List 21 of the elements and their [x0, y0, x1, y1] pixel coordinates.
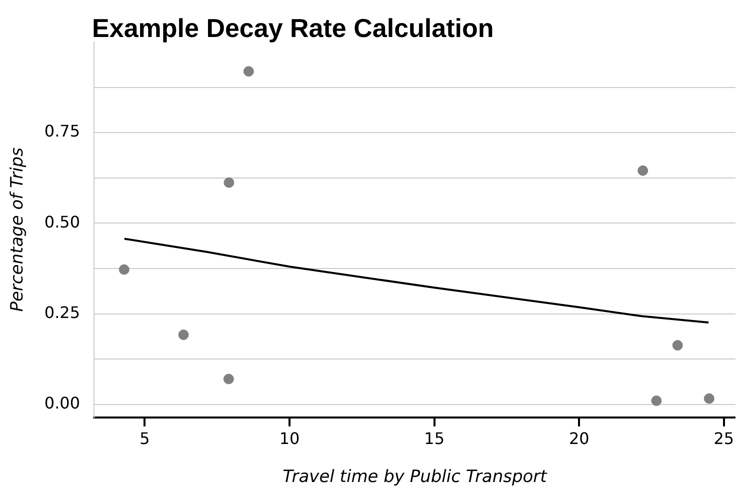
point [704, 393, 714, 404]
y-tick-label: 0.50 [44, 212, 80, 232]
point [638, 165, 648, 176]
chart-title: Example Decay Rate Calculation [92, 13, 494, 43]
x-tick-label: 25 [714, 429, 734, 448]
point [651, 395, 662, 406]
point [223, 374, 234, 384]
point [224, 177, 234, 188]
point [118, 264, 130, 275]
y-tick-label: 0.75 [44, 122, 80, 141]
point [178, 330, 189, 340]
y-axis-title: Percentage of Trips [8, 147, 28, 312]
x-tick-label: 10 [279, 429, 300, 448]
y-tick-label: 0.25 [44, 302, 80, 322]
x-tick-label: 5 [140, 429, 150, 448]
x-tick-label: 20 [568, 429, 590, 448]
x-axis-title: Travel time by Public Transport [282, 467, 548, 488]
point [243, 66, 254, 77]
y-tick-label: 0.00 [44, 394, 80, 413]
point [672, 340, 683, 351]
x-tick-label: 15 [424, 429, 444, 448]
